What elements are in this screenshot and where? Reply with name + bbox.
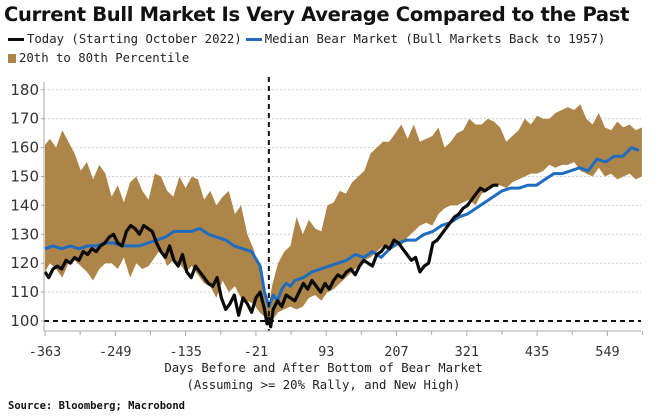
x-tick-label: -135 xyxy=(169,344,202,360)
band-area xyxy=(45,104,642,321)
chart-title: Current Bull Market Is Very Average Comp… xyxy=(4,3,630,26)
x-tick-label: 207 xyxy=(384,344,408,360)
x-tick-label: -249 xyxy=(99,344,132,360)
x-tick-label: 321 xyxy=(455,344,479,360)
y-tick-label: 150 xyxy=(10,168,39,186)
y-tick-label: 130 xyxy=(10,225,39,243)
y-tick-label: 160 xyxy=(10,139,39,157)
legend-label-median: Median Bear Market (Bull Markets Back to… xyxy=(264,32,606,46)
x-tick-labels: -363 -249 -135 -21 93 207 321 435 549 xyxy=(29,344,620,360)
legend-label-band: 20th to 80th Percentile xyxy=(19,51,190,65)
x-axis-label: Days Before and After Bottom of Bear Mar… xyxy=(164,361,483,375)
legend-row-1: Today (Starting October 2022) Median Bea… xyxy=(8,32,609,46)
legend-item-band: 20th to 80th Percentile xyxy=(8,51,189,65)
y-tick-label: 180 xyxy=(10,81,39,99)
y-tick-label: 100 xyxy=(10,312,39,330)
legend-label-today: Today (Starting October 2022) xyxy=(27,32,242,46)
legend-swatch-today xyxy=(8,37,24,41)
y-tick-label: 120 xyxy=(10,254,39,272)
legend-item-today: Today (Starting October 2022) xyxy=(8,32,242,46)
x-axis-sublabel: (Assuming >= 20% Rally, and New High) xyxy=(186,378,461,392)
y-tick-label: 110 xyxy=(10,283,39,301)
x-tick-label: -21 xyxy=(244,344,268,360)
legend-swatch-band xyxy=(8,53,16,63)
x-tick-label: 549 xyxy=(595,344,619,360)
y-tick-label: 140 xyxy=(10,196,39,214)
x-tick-label: 435 xyxy=(525,344,549,360)
x-tick-label: -363 xyxy=(29,344,62,360)
y-tick-label: 170 xyxy=(10,110,39,128)
source-note: Source: Bloomberg; Macrobond xyxy=(8,400,186,412)
reference-lines xyxy=(44,77,641,331)
legend-row-2: 20th to 80th Percentile xyxy=(8,51,193,65)
percentile-band xyxy=(45,104,642,321)
legend-swatch-median xyxy=(245,37,262,41)
axes xyxy=(41,82,644,336)
x-tick-label: 93 xyxy=(318,344,334,360)
series-line-median xyxy=(44,146,640,309)
legend-item-median: Median Bear Market (Bull Markets Back to… xyxy=(245,32,606,46)
y-tick-labels: 100 110 120 130 140 150 160 170 180 xyxy=(10,81,39,330)
